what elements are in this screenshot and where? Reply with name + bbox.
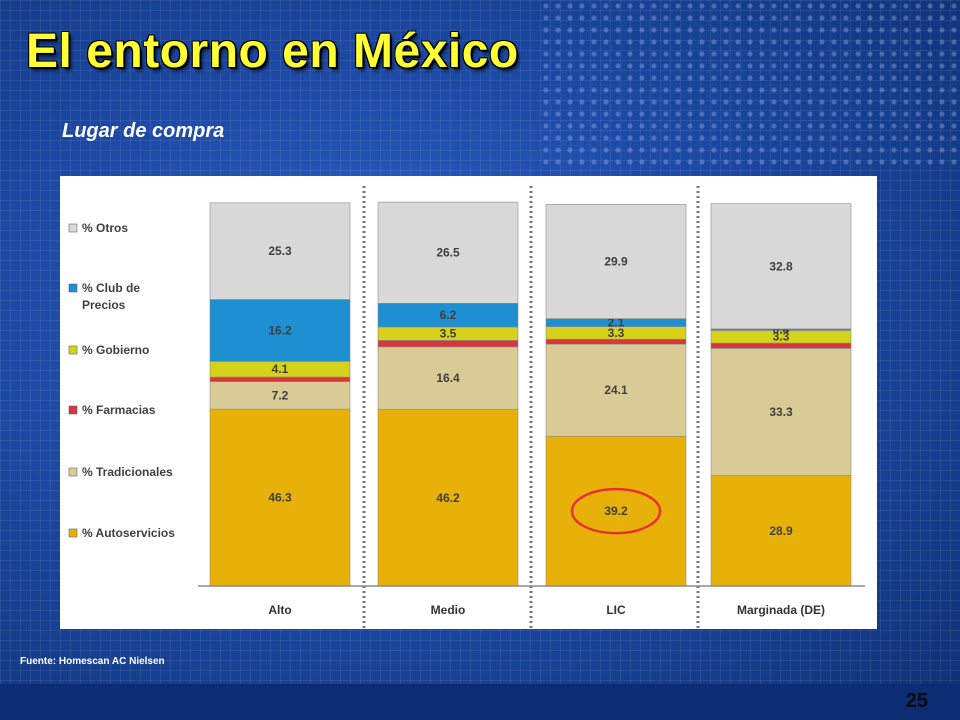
x-tick-label: Alto <box>268 603 291 617</box>
legend-label-farmacias: % Farmacias <box>82 403 156 417</box>
data-label: 26.5 <box>436 246 460 260</box>
bar-segment-farmacias-marginada-de <box>710 342 852 349</box>
slide-title: El entorno en México <box>26 25 519 78</box>
chart-panel: 46.3 7.2 4.1 16.2 25.3 46.2 16.4 3.5 6.2 26.5 39.2… <box>60 176 877 629</box>
data-label: 46.2 <box>436 491 460 505</box>
legend-swatch-farmacias <box>68 405 78 415</box>
bar-segment-autoservicios-alto <box>209 408 351 587</box>
data-label: 2.1 <box>608 316 625 330</box>
legend-label-club-de-precios: % Club de Precios <box>82 281 140 312</box>
data-label: 3.3 <box>608 326 625 340</box>
bar-segment-farmacias-medio <box>377 340 519 348</box>
x-tick-label: Marginada (DE) <box>737 603 825 617</box>
legend-swatch-otros <box>68 223 78 233</box>
data-label: 25.3 <box>268 244 292 258</box>
bar-segment-otros-alto <box>209 202 351 300</box>
data-label: 16.2 <box>268 323 292 337</box>
legend-swatch-gobierno <box>68 345 78 355</box>
source-note: Fuente: Homescan AC Nielsen <box>20 656 165 667</box>
data-label: 3.5 <box>440 327 457 341</box>
data-label: 46.3 <box>268 491 292 505</box>
legend-swatch-tradicionales <box>68 467 78 477</box>
data-label: 3.3 <box>773 330 790 344</box>
bar-segment-farmacias-alto <box>209 376 351 382</box>
legend-swatch-club-de-precios <box>68 283 78 293</box>
x-tick-label: Medio <box>431 603 466 617</box>
footer-bar <box>0 684 960 720</box>
legend-label-gobierno: % Gobierno <box>82 343 149 357</box>
bar-segment-club-de-precios-alto <box>209 299 351 362</box>
bar-segment-farmacias-lic <box>545 338 687 345</box>
bar-segment-tradicionales-marginada-de <box>710 348 852 476</box>
legend-label-tradicionales: % Tradicionales <box>82 465 173 479</box>
highlight-ellipse <box>570 487 662 535</box>
data-label: 6.2 <box>440 308 457 322</box>
data-label: 16.4 <box>436 371 460 385</box>
bar-segment-autoservicios-medio <box>377 409 519 587</box>
page-number: 25 <box>905 690 928 712</box>
legend-label-otros: % Otros <box>82 221 128 235</box>
stacked-bar-chart: 46.3 7.2 4.1 16.2 25.3 46.2 16.4 3.5 6.2 26.5 39.2… <box>68 186 865 628</box>
bar-segment-otros-medio <box>377 201 519 304</box>
bar-segment-tradicionales-medio <box>377 346 519 410</box>
data-label: 7.2 <box>272 388 289 402</box>
bar-segment-otros-marginada-de <box>710 203 852 330</box>
legend-label-autoservicios: % Autoservicios <box>82 526 175 540</box>
data-label: 24.1 <box>604 383 628 397</box>
data-label: 39.2 <box>604 504 628 518</box>
bar-segment-autoservicios-marginada-de <box>710 475 852 587</box>
slide-subtitle: Lugar de compra <box>62 120 225 142</box>
x-tick-label: LIC <box>606 603 626 617</box>
bar-segment-otros-lic <box>545 204 687 319</box>
data-label: 29.9 <box>604 254 628 268</box>
bar-segment-autoservicios-lic <box>545 435 687 587</box>
background-dots <box>540 0 960 170</box>
data-label: 33.3 <box>769 405 793 419</box>
legend-swatch-autoservicios <box>68 528 78 538</box>
data-label: 4.1 <box>272 362 289 376</box>
data-label: 28.9 <box>769 524 793 538</box>
data-label: 32.8 <box>769 259 793 273</box>
